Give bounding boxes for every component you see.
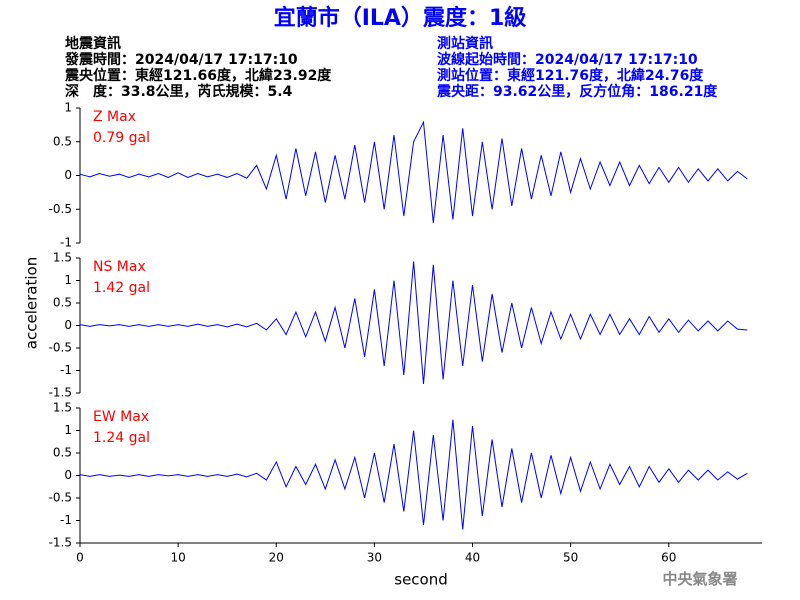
x-tick-label: 50 (563, 551, 578, 565)
y-tick-label: 1 (64, 423, 72, 437)
y-tick-label: -1.5 (49, 386, 72, 400)
y-tick-label: 0.5 (53, 446, 72, 460)
waveform (79, 419, 748, 530)
x-tick-label: 20 (269, 551, 284, 565)
y-tick-label: -1 (60, 513, 72, 527)
info-text: 測站位置：東經121.76度，北緯24.76度 (437, 67, 704, 84)
y-tick-label: -0.5 (49, 202, 72, 216)
y-axis-label: acceleration (23, 257, 41, 349)
info-text: 深 度：33.8公里，芮氏規模：5.4 (65, 83, 293, 100)
info-text: 地震資訊 (65, 35, 121, 52)
x-tick-label: 0 (76, 551, 84, 565)
y-tick-label: 0.5 (53, 296, 72, 310)
peak-label: 0.79 gal (93, 130, 150, 146)
x-axis-label: second (394, 571, 448, 589)
peak-label: 1.42 gal (93, 280, 150, 296)
y-tick-label: 0 (64, 318, 72, 332)
waveform (79, 261, 748, 385)
x-tick-label: 40 (465, 551, 480, 565)
y-tick-label: 1.5 (53, 251, 72, 265)
y-tick-label: 0 (64, 168, 72, 182)
info-text: 震央位置：東經121.66度，北緯23.92度 (64, 67, 332, 84)
peak-label: 1.24 gal (93, 430, 150, 446)
component-label: NS Max (93, 259, 146, 275)
y-tick-label: 1.5 (53, 401, 72, 415)
y-tick-label: 1 (64, 273, 72, 287)
y-tick-label: -0.5 (49, 341, 72, 355)
component-label: Z Max (93, 109, 136, 125)
footer: 中央氣象署 (662, 570, 737, 588)
y-tick-label: -0.5 (49, 491, 72, 505)
y-tick-label: -1.5 (49, 536, 72, 550)
y-tick-label: -1 (60, 236, 72, 250)
component-label: EW Max (93, 409, 149, 425)
chart-title: 宜蘭市（ILA）震度：1級 (274, 5, 527, 31)
x-tick-label: 10 (170, 551, 185, 565)
x-tick-label: 30 (367, 551, 382, 565)
y-tick-label: 1 (64, 101, 72, 115)
waveform (79, 120, 748, 223)
y-tick-label: -1 (60, 363, 72, 377)
info-text: 測站資訊 (437, 35, 493, 52)
info-text: 波線起始時間：2024/04/17 17:17:10 (437, 51, 698, 68)
info-text: 震央距：93.62公里，反方位角：186.21度 (436, 83, 718, 100)
x-tick-label: 60 (661, 551, 676, 565)
y-tick-label: 0.5 (53, 134, 72, 148)
info-text: 發震時間：2024/04/17 17:17:10 (64, 51, 298, 68)
y-tick-label: 0 (64, 468, 72, 482)
